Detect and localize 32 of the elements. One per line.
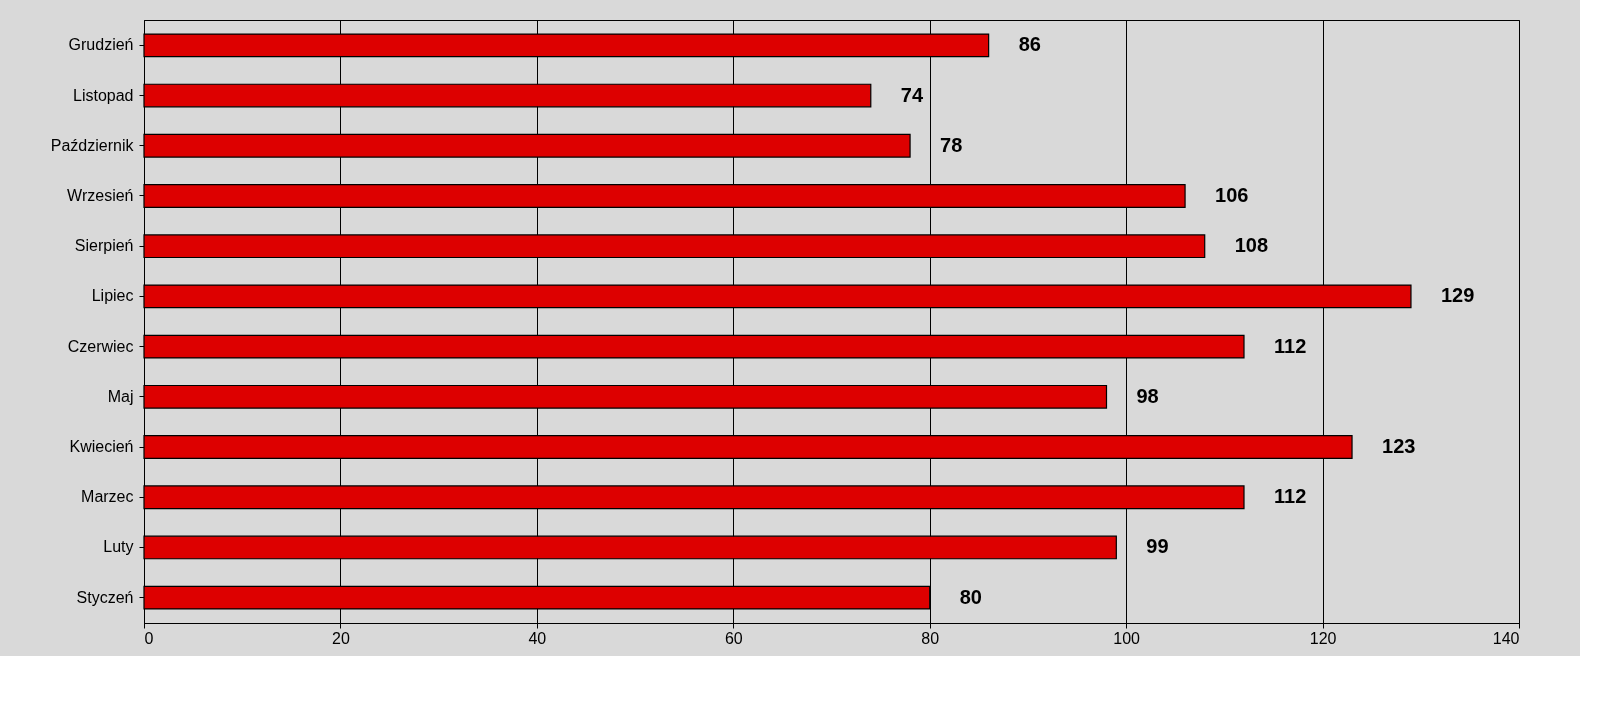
x-tick-label: 20	[332, 629, 350, 647]
data-label: 112	[1274, 485, 1307, 508]
data-label: 123	[1382, 435, 1416, 458]
y-tick-label: Lipiec	[91, 287, 134, 305]
y-tick-label: Maj	[107, 387, 134, 405]
x-tick-label: 0	[144, 629, 154, 647]
data-label: 112	[1274, 334, 1307, 357]
data-label: 106	[1215, 183, 1249, 206]
x-tick-label: 120	[1309, 629, 1337, 647]
y-tick-label: Marzec	[81, 488, 134, 506]
y-tick-label: Październik	[50, 136, 135, 154]
data-label: 86	[1018, 33, 1041, 56]
x-tick-label: 60	[724, 629, 743, 647]
y-tick-label: Listopad	[73, 86, 134, 104]
y-tick-label: Kwiecień	[69, 438, 134, 456]
y-tick-label: Czerwiec	[67, 337, 134, 355]
y-tick-label: Luty	[103, 538, 134, 556]
x-tick-label: 40	[528, 629, 547, 647]
data-label: 99	[1146, 535, 1169, 558]
data-label: 108	[1234, 234, 1269, 257]
y-tick-label: Grudzień	[68, 36, 134, 54]
y-tick-label: Sierpień	[74, 237, 134, 255]
data-label: 78	[940, 133, 963, 156]
data-label: 80	[959, 585, 982, 608]
y-tick-label: Styczeń	[76, 588, 134, 606]
x-tick-label: 80	[921, 629, 940, 647]
data-label: 98	[1136, 384, 1159, 407]
data-label: 129	[1440, 284, 1475, 307]
x-tick-label: 100	[1113, 629, 1141, 647]
data-label: 74	[900, 83, 924, 106]
y-tick-label: Wrzesień	[67, 186, 134, 204]
x-tick-label: 140	[1492, 629, 1520, 647]
